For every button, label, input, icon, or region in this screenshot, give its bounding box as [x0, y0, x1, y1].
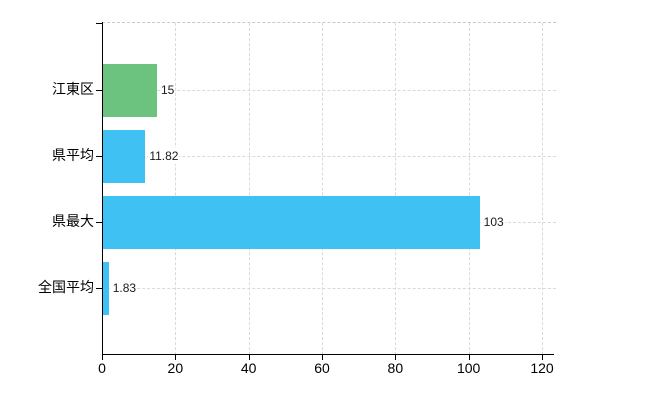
y-category-label: 県最大 [52, 213, 94, 229]
bar-value-label: 11.82 [148, 148, 180, 164]
x-axis-tick [395, 355, 397, 360]
x-tick-label: 100 [456, 360, 481, 376]
horizontal-gridline [102, 90, 556, 91]
x-axis-tick [175, 355, 177, 360]
y-category-label: 県平均 [52, 147, 94, 163]
y-category-label: 全国平均 [38, 279, 94, 295]
vertical-gridline [395, 23, 397, 355]
vertical-gridline [322, 23, 323, 355]
y-axis-tick [96, 156, 102, 157]
x-tick-label: 0 [98, 360, 106, 376]
y-axis-tick [96, 222, 102, 223]
bar-value-label: 1.83 [111, 280, 138, 296]
x-axis-tick [468, 355, 470, 360]
x-axis-tick [542, 355, 543, 360]
x-tick-label: 120 [530, 360, 554, 376]
vertical-gridline [248, 23, 250, 355]
bar-value-label: 103 [482, 214, 505, 230]
bar [102, 195, 480, 249]
vertical-gridline [468, 23, 470, 355]
x-tick-label: 40 [240, 360, 257, 376]
x-tick-label: 80 [387, 360, 404, 376]
bar [102, 63, 157, 117]
x-axis-line [102, 354, 554, 355]
y-axis-tick [96, 90, 102, 91]
y-axis-line [102, 22, 103, 354]
x-tick-label: 20 [167, 360, 184, 376]
y-category-label: 江東区 [52, 81, 94, 97]
bar [102, 129, 146, 183]
horizontal-gridline [102, 156, 556, 157]
x-axis-tick [248, 355, 250, 360]
x-axis-tick [102, 355, 103, 360]
bar-value-label: 15 [160, 82, 176, 98]
plot-area: 15 11.82 103 1.83 [96, 22, 556, 360]
x-tick-label: 60 [314, 360, 330, 376]
bar [102, 261, 109, 315]
horizontal-gridline [102, 288, 556, 289]
x-axis-tick [322, 355, 323, 360]
y-axis-top-tick [96, 23, 102, 24]
vertical-gridline [175, 23, 177, 355]
vertical-gridline [542, 23, 543, 355]
y-axis-tick [96, 288, 102, 289]
